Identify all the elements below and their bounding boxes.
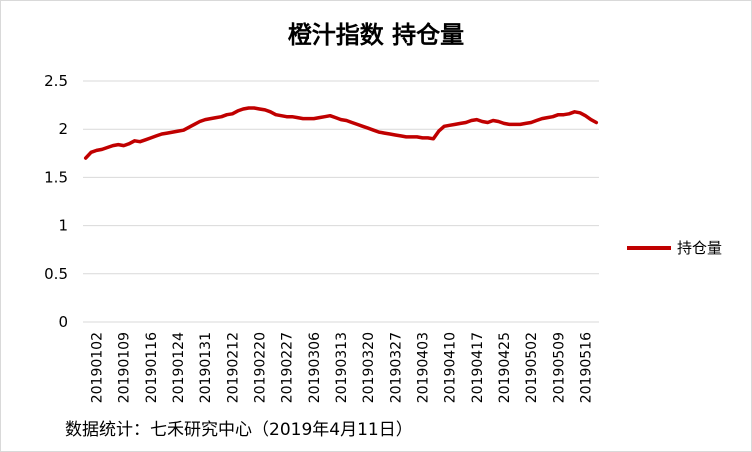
x-tick-label: 20190220: [253, 332, 269, 403]
x-tick-label: 20190227: [280, 332, 296, 403]
x-tick-label: 20190212: [225, 332, 241, 403]
x-tick-label: 20190509: [551, 332, 567, 403]
y-tick-label: 1.5: [44, 168, 68, 186]
y-tick-label: 2.5: [44, 72, 68, 90]
legend: 持仓量: [627, 237, 722, 258]
x-tick-label: 20190116: [144, 332, 160, 403]
x-tick-label: 20190403: [415, 332, 431, 403]
x-tick-label: 20190327: [388, 332, 404, 403]
y-tick-label: 2: [58, 120, 68, 138]
y-tick-label: 0.5: [44, 265, 68, 283]
series-line: [83, 106, 599, 160]
source-note: 数据统计：七禾研究中心（2019年4月11日）: [65, 420, 413, 440]
y-tick-label: 1: [58, 217, 68, 235]
x-tick-label: 20190425: [497, 332, 513, 403]
legend-line-swatch: [627, 245, 671, 250]
x-tick-label: 20190516: [578, 332, 594, 403]
x-tick-label: 20190109: [117, 332, 133, 403]
x-tick-label: 20190502: [524, 332, 540, 403]
x-tick-label: 20190417: [470, 332, 486, 403]
x-tick-label: 20190124: [171, 332, 187, 403]
legend-label: 持仓量: [677, 239, 723, 257]
x-tick-label: 20190102: [90, 332, 106, 403]
x-tick-label: 20190313: [334, 332, 350, 403]
x-tick-label: 20190131: [198, 332, 214, 403]
chart-title: 橙汁指数 持仓量: [287, 21, 465, 49]
x-tick-label: 20190320: [361, 332, 377, 403]
x-tick-label: 20190410: [443, 332, 459, 403]
y-tick-label: 0: [58, 313, 68, 331]
x-tick-label: 20190306: [307, 332, 323, 403]
